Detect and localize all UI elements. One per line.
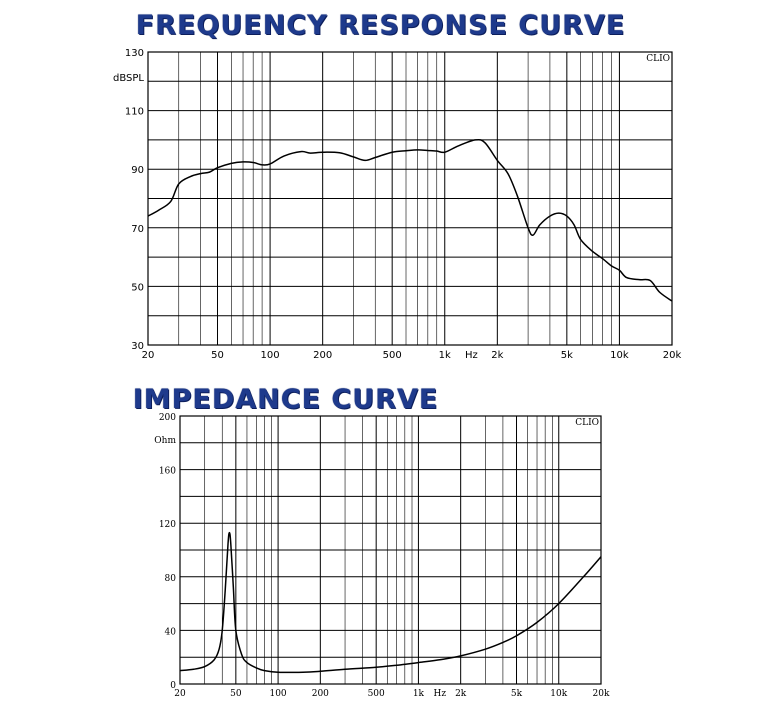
y-tick-label-imp: 160 bbox=[159, 467, 176, 477]
y-tick-label-fr: 130 bbox=[125, 48, 144, 59]
x-axis-label-fr: Hz bbox=[465, 350, 478, 361]
x-axis-label-imp: Hz bbox=[433, 689, 446, 699]
plot-frame-fr bbox=[147, 51, 673, 346]
y-tick-label-imp: 120 bbox=[159, 520, 176, 530]
y-axis-label-imp: Ohm bbox=[154, 436, 176, 446]
x-tick-label-imp: 5k bbox=[511, 689, 523, 699]
x-tick-label-fr: 10k bbox=[610, 350, 629, 361]
y-tick-label-fr: 70 bbox=[131, 224, 144, 235]
y-tick-label-fr: 50 bbox=[131, 282, 144, 293]
x-tick-label-fr: 1k bbox=[439, 350, 451, 361]
x-tick-label-imp: 100 bbox=[269, 689, 286, 699]
y-tick-label-imp: 80 bbox=[165, 574, 177, 584]
x-tick-label-imp: 200 bbox=[312, 689, 329, 699]
frequency-response-title: FREQUENCY RESPONSE CURVE bbox=[135, 10, 626, 41]
plot-frame-imp bbox=[179, 415, 602, 685]
x-tick-label-fr: 500 bbox=[383, 350, 402, 361]
y-tick-label-imp: 200 bbox=[159, 413, 176, 423]
x-tick-label-fr: 20k bbox=[663, 350, 682, 361]
series-line-imp bbox=[179, 531, 602, 674]
x-tick-label-fr: 20 bbox=[142, 350, 155, 361]
x-tick-label-fr: 100 bbox=[261, 350, 280, 361]
x-tick-label-imp: 2k bbox=[455, 689, 467, 699]
y-tick-label-fr: 90 bbox=[131, 165, 144, 176]
x-tick-label-fr: 2k bbox=[491, 350, 503, 361]
x-tick-label-imp: 50 bbox=[230, 689, 242, 699]
x-tick-label-imp: 20 bbox=[174, 689, 186, 699]
clio-watermark-fr: CLIO bbox=[646, 54, 670, 64]
series-line-fr bbox=[147, 138, 673, 302]
x-tick-label-fr: 5k bbox=[561, 350, 573, 361]
x-tick-label-imp: 10k bbox=[550, 689, 567, 699]
y-tick-label-imp: 40 bbox=[165, 627, 177, 637]
clio-watermark-imp: CLIO bbox=[575, 418, 599, 428]
y-tick-label-imp: 0 bbox=[170, 681, 176, 691]
y-tick-label-fr: 110 bbox=[125, 107, 144, 118]
y-axis-label-fr: dBSPL bbox=[113, 73, 144, 84]
impedance-title: IMPEDANCE CURVE bbox=[132, 384, 439, 415]
y-tick-label-fr: 30 bbox=[131, 341, 144, 352]
x-tick-label-imp: 20k bbox=[593, 689, 610, 699]
x-tick-label-fr: 200 bbox=[313, 350, 332, 361]
x-tick-label-imp: 1k bbox=[413, 689, 425, 699]
x-tick-label-imp: 500 bbox=[368, 689, 385, 699]
x-tick-label-fr: 50 bbox=[211, 350, 224, 361]
